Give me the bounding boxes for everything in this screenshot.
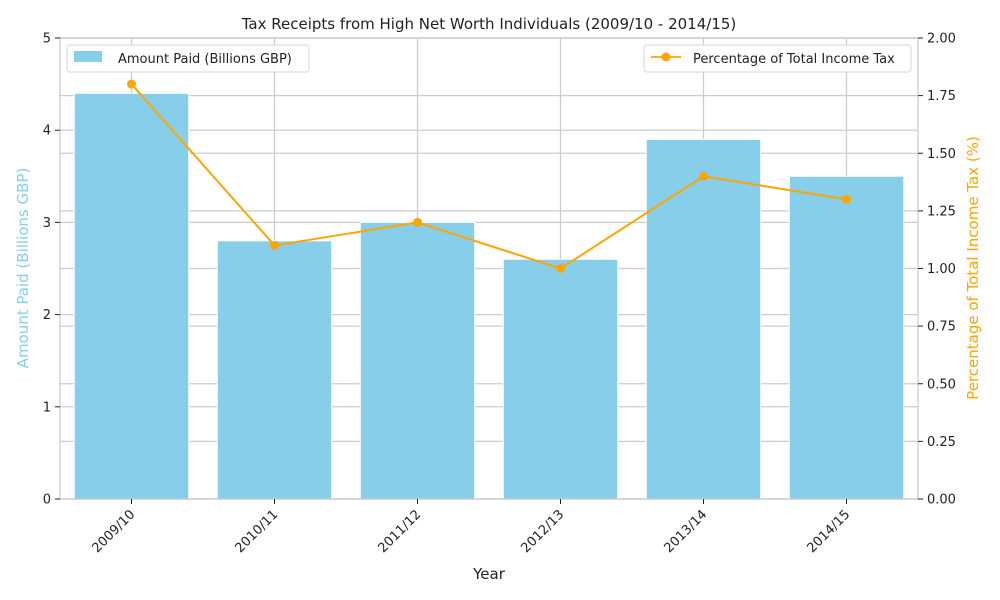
legend-right-label: Percentage of Total Income Tax (693, 52, 895, 67)
x-axis-label: Year (472, 565, 506, 583)
x-tick-label: 2011/12 (376, 507, 425, 556)
line-point (842, 194, 851, 204)
legend-left-swatch (74, 51, 102, 62)
legend-right-marker (661, 52, 671, 62)
y-left-tick-label: 2 (43, 308, 51, 323)
y-right-tick-label: 1.50 (927, 147, 956, 162)
line-point (556, 264, 565, 273)
bars (73, 92, 905, 500)
bar (216, 240, 333, 500)
y-right-tick-label: 2.00 (927, 32, 956, 47)
legend-right-frame (643, 44, 912, 73)
line-point (699, 171, 708, 181)
y-left-tick-label: 3 (43, 216, 51, 231)
y-left-tick-label: 1 (43, 400, 51, 415)
y-left-tick-label: 4 (43, 124, 51, 139)
y-right-tick-label: 1.75 (927, 89, 956, 104)
y-right-tick-label: 0.75 (927, 320, 956, 335)
x-tick-label: 2009/10 (90, 507, 139, 556)
x-tick-label: 2013/14 (662, 507, 711, 556)
x-tick-label: 2010/11 (233, 507, 282, 556)
y-right-tick-label: 0.50 (927, 377, 956, 392)
legend-left: Amount Paid (Billions GBP) (66, 44, 310, 73)
y-left-tick-label: 0 (43, 493, 51, 508)
bar (73, 92, 190, 500)
bar (645, 138, 762, 500)
bar (502, 258, 619, 500)
y-right-tick-label: 1.25 (927, 204, 956, 219)
line-point (413, 217, 422, 227)
legend-right: Percentage of Total Income Tax (643, 44, 912, 73)
series-line (130, 83, 847, 270)
y-right-axis-label: Percentage of Total Income Tax (%) (964, 136, 982, 400)
y-right-tick-label: 0.25 (927, 435, 956, 450)
line-point (270, 240, 279, 250)
y-left-tick-label: 5 (43, 32, 51, 47)
legend-left-frame (66, 44, 310, 73)
line-series (127, 79, 851, 273)
y-right-tick-label: 1.00 (927, 262, 956, 277)
line-point (127, 79, 136, 89)
legend-left-label: Amount Paid (Billions GBP) (118, 52, 292, 67)
chart-title: Tax Receipts from High Net Worth Individ… (241, 15, 737, 33)
bar (788, 175, 905, 500)
y-right-tick-label: 0.00 (927, 493, 956, 508)
x-tick-label: 2012/13 (519, 507, 568, 556)
y-left-axis-label: Amount Paid (Billions GBP) (14, 168, 32, 369)
bar (359, 221, 476, 500)
x-tick-label: 2014/15 (805, 507, 854, 556)
